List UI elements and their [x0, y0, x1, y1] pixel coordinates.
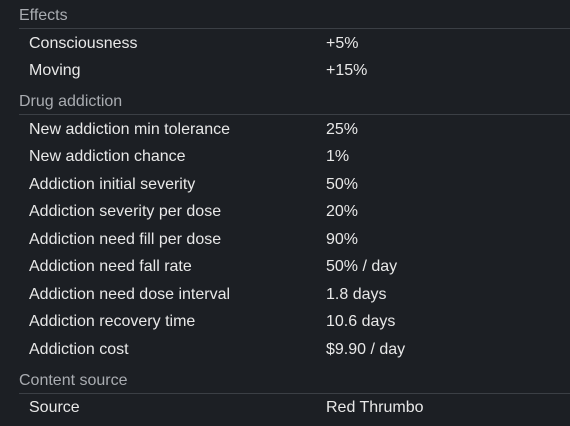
- stat-label: Consciousness: [29, 35, 138, 52]
- section-title: Drug addiction: [19, 93, 123, 110]
- stat-value: Red Thrumbo: [326, 399, 424, 416]
- stat-row-addiction-need-fill-per-dose[interactable]: Addiction need fill per dose 90%: [19, 226, 570, 253]
- stat-label: Addiction need fall rate: [29, 258, 192, 275]
- stat-label: Moving: [29, 62, 81, 79]
- stat-value: 90%: [326, 231, 359, 248]
- stat-label: New addiction min tolerance: [29, 121, 230, 138]
- stat-value: 10.6 days: [326, 313, 396, 330]
- section-title: Content source: [19, 372, 128, 389]
- stat-value: 1%: [326, 148, 350, 165]
- stat-row-new-addiction-min-tolerance[interactable]: New addiction min tolerance 25%: [19, 116, 570, 143]
- stat-row-addiction-initial-severity[interactable]: Addiction initial severity 50%: [19, 171, 570, 198]
- stat-value: 1.8 days: [326, 286, 387, 303]
- section-divider: [19, 28, 570, 29]
- stat-row-new-addiction-chance[interactable]: New addiction chance 1%: [19, 143, 570, 170]
- stat-value: 50% / day: [326, 258, 398, 275]
- stat-label: Addiction cost: [29, 341, 129, 358]
- stat-label: Addiction severity per dose: [29, 203, 222, 220]
- stat-label: Addiction need dose interval: [29, 286, 231, 303]
- stat-value: $9.90 / day: [326, 341, 406, 358]
- stat-label: New addiction chance: [29, 148, 186, 165]
- section-divider: [19, 114, 570, 115]
- stat-row-addiction-recovery-time[interactable]: Addiction recovery time 10.6 days: [19, 308, 570, 335]
- stat-value: 50%: [326, 176, 359, 193]
- stat-row-source[interactable]: Source Red Thrumbo: [19, 394, 570, 421]
- stat-row-addiction-need-fall-rate[interactable]: Addiction need fall rate 50% / day: [19, 253, 570, 280]
- stat-label: Addiction initial severity: [29, 176, 196, 193]
- stat-row-addiction-cost[interactable]: Addiction cost $9.90 / day: [19, 336, 570, 363]
- stat-label: Addiction need fill per dose: [29, 231, 222, 248]
- stat-value: +15%: [326, 62, 368, 79]
- section-divider: [19, 393, 570, 394]
- stat-row-addiction-need-dose-interval[interactable]: Addiction need dose interval 1.8 days: [19, 281, 570, 308]
- stat-label: Addiction recovery time: [29, 313, 196, 330]
- section-title: Effects: [19, 7, 68, 24]
- stat-value: +5%: [326, 35, 359, 52]
- stat-value: 20%: [326, 203, 359, 220]
- section-header-effects: Effects: [19, 6, 570, 30]
- stat-label: Source: [29, 399, 80, 416]
- section-header-content-source: Content source: [19, 371, 570, 395]
- section-header-drug-addiction: Drug addiction: [19, 92, 570, 116]
- stat-value: 25%: [326, 121, 359, 138]
- stat-row-addiction-severity-per-dose[interactable]: Addiction severity per dose 20%: [19, 198, 570, 225]
- stat-row-moving[interactable]: Moving +15%: [19, 57, 570, 84]
- stat-row-consciousness[interactable]: Consciousness +5%: [19, 30, 570, 57]
